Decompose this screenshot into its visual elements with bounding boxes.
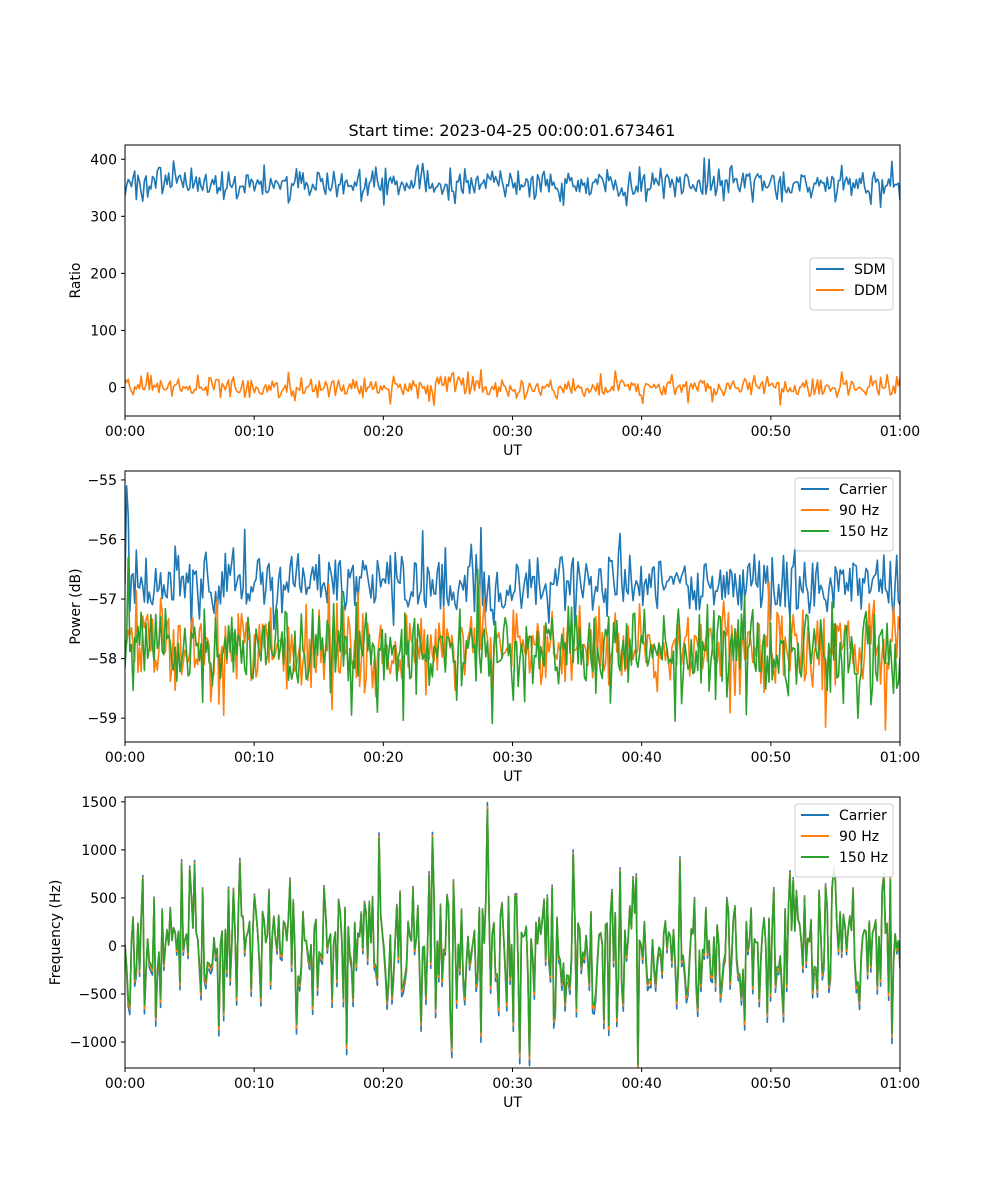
x-tick-label: 00:20 — [363, 424, 403, 440]
y-tick-label: −500 — [79, 987, 117, 1003]
legend: Carrier 90 Hz 150 Hz — [794, 803, 894, 878]
y-axis-label: Power (dB) — [68, 568, 84, 644]
x-tick-label: 00:50 — [751, 424, 791, 440]
legend: SDM DDM — [809, 257, 894, 311]
x-tick-label: 00:20 — [363, 750, 403, 766]
y-tick-label: −56 — [87, 532, 117, 548]
legend-label: 90 Hz — [839, 829, 879, 845]
x-tick-label: 00:30 — [492, 424, 532, 440]
x-tick-label: 00:10 — [234, 424, 274, 440]
x-tick-label: 00:30 — [492, 750, 532, 766]
x-tick-label: 01:00 — [880, 750, 920, 766]
chart-panel-1: 00:00 00:10 00:20 00:30 00:40 00:50 01:00 UT 0 10… — [68, 144, 920, 459]
legend-box — [794, 477, 894, 552]
x-axis-label: UT — [503, 443, 522, 459]
y-tick-label: 0 — [108, 939, 117, 955]
y-tick-label: −58 — [87, 652, 117, 668]
y-tick-label: −1000 — [70, 1035, 117, 1051]
plot-frame — [124, 470, 901, 743]
legend-label: SDM — [854, 262, 886, 278]
y-axis-label: Ratio — [68, 263, 84, 299]
y-tick-label: −57 — [87, 592, 117, 608]
y-tick-label: 1000 — [81, 843, 117, 859]
x-tick-label: 00:50 — [751, 750, 791, 766]
legend-label: 150 Hz — [839, 524, 888, 540]
y-tick-label: 100 — [90, 323, 117, 339]
series-line-carrier — [125, 485, 900, 633]
y-tick-label: −55 — [87, 473, 117, 489]
y-tick-label: −59 — [87, 711, 117, 727]
x-tick-label: 00:40 — [621, 1076, 661, 1092]
x-tick-label: 00:40 — [621, 750, 661, 766]
legend-label: DDM — [854, 283, 888, 299]
x-axis-label: UT — [503, 1095, 522, 1111]
legend-label: Carrier — [839, 482, 887, 498]
y-tick-label: 500 — [90, 891, 117, 907]
x-tick-label: 00:00 — [105, 750, 145, 766]
series-line-150-hz — [125, 556, 900, 725]
y-axis-label: Frequency (Hz) — [48, 880, 64, 986]
x-tick-label: 00:30 — [492, 1076, 532, 1092]
x-tick-label: 01:00 — [880, 424, 920, 440]
chart-panel-3: 00:00 00:10 00:20 00:30 00:40 00:50 01:00 UT −10… — [48, 795, 920, 1111]
series-line-carrier — [125, 801, 900, 1068]
legend: Carrier 90 Hz 150 Hz — [794, 477, 894, 552]
legend-box — [809, 257, 894, 311]
x-tick-label: 00:10 — [234, 750, 274, 766]
y-tick-label: 400 — [90, 152, 117, 168]
chart-panel-2: 00:00 00:10 00:20 00:30 00:40 00:50 01:00 UT −59… — [68, 470, 920, 785]
x-tick-label: 00:50 — [751, 1076, 791, 1092]
y-tick-label: 1500 — [81, 795, 117, 811]
y-tick-label: 0 — [108, 380, 117, 396]
x-tick-label: 00:40 — [621, 424, 661, 440]
x-axis-label: UT — [503, 769, 522, 785]
series-line-sdm — [125, 157, 900, 208]
legend-label: Carrier — [839, 808, 887, 824]
x-tick-label: 00:00 — [105, 1076, 145, 1092]
legend-label: 90 Hz — [839, 503, 879, 519]
figure-title: Start time: 2023-04-25 00:00:01.673461 — [349, 121, 676, 140]
legend-label: 150 Hz — [839, 850, 888, 866]
series-line-150-hz — [125, 808, 900, 1066]
x-tick-label: 00:20 — [363, 1076, 403, 1092]
x-tick-label: 01:00 — [880, 1076, 920, 1092]
y-tick-label: 300 — [90, 209, 117, 225]
x-tick-label: 00:00 — [105, 424, 145, 440]
series-line-ddm — [125, 368, 900, 406]
x-tick-label: 00:10 — [234, 1076, 274, 1092]
legend-box — [794, 803, 894, 878]
chart-panels: 00:00 00:10 00:20 00:30 00:40 00:50 01:00 UT 0 10… — [48, 144, 920, 1111]
y-tick-label: 200 — [90, 266, 117, 282]
